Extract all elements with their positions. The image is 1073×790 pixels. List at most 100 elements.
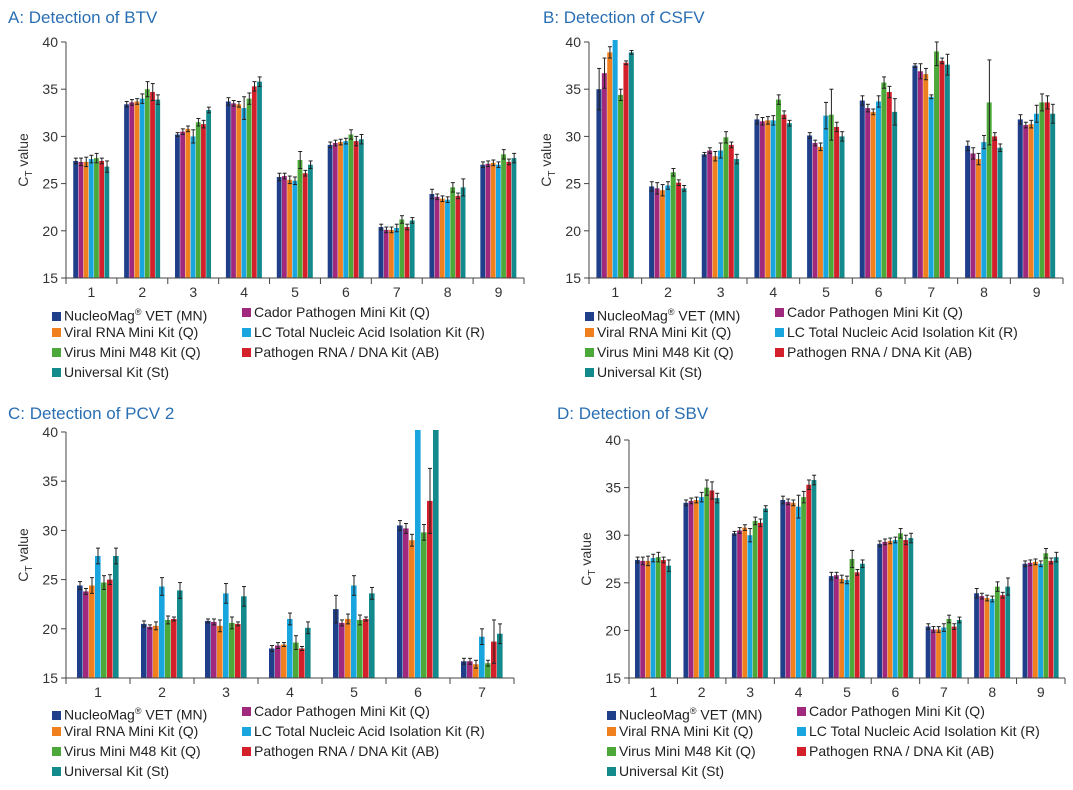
y-axis-label: CT value <box>578 532 598 586</box>
bar <box>343 141 349 278</box>
bar <box>175 134 180 278</box>
error-bar <box>468 657 472 665</box>
legend-item: Viral RNA Mini Kit (Q) <box>607 721 753 741</box>
legend-item: Pathogen RNA / DNA Kit (AB) <box>797 741 994 761</box>
error-bar <box>94 152 99 164</box>
legend-swatch <box>52 348 61 357</box>
error-bar <box>435 193 440 201</box>
panel-title: A: Detection of BTV <box>8 8 158 27</box>
error-bar <box>218 619 222 633</box>
legend-item: LC Total Nucleic Acid Isolation Kit (R) <box>242 322 485 342</box>
bar <box>124 104 129 278</box>
panel-title: D: Detection of SBV <box>557 404 709 423</box>
error-bar <box>349 129 354 140</box>
error-bar <box>90 577 94 594</box>
error-bar <box>765 116 770 125</box>
legend-label: Virus Mini M48 Kit (Q) <box>64 344 201 360</box>
bar <box>770 120 776 279</box>
error-bar <box>84 587 88 595</box>
y-tick-label: 15 <box>42 270 58 286</box>
error-bar <box>704 479 709 496</box>
error-bar <box>629 49 634 55</box>
bar <box>223 593 229 678</box>
error-bar <box>666 559 671 572</box>
legend-item: LC Total Nucleic Acid Isolation Kit (R) <box>242 721 485 741</box>
bar <box>378 227 384 278</box>
error-bar <box>923 67 928 81</box>
error-bar <box>903 534 908 546</box>
x-tick-label: 6 <box>342 284 350 300</box>
bar <box>345 618 351 678</box>
bar <box>95 555 101 678</box>
bar <box>786 123 792 279</box>
error-bar <box>965 140 970 152</box>
y-tick-label: 40 <box>42 34 58 50</box>
legend-label-sup: ® <box>689 706 697 716</box>
error-bar <box>947 614 952 624</box>
bar <box>747 535 753 678</box>
legend-swatch <box>585 311 594 321</box>
legend-item: Viral RNA Mini Kit (Q) <box>52 322 198 342</box>
error-bar <box>1045 95 1050 110</box>
error-bar <box>941 623 946 632</box>
error-bar <box>270 645 274 652</box>
y-tick-label: 30 <box>605 527 621 543</box>
error-bar <box>78 581 82 590</box>
bar <box>107 579 113 678</box>
bar <box>709 490 715 678</box>
error-bar <box>124 100 129 108</box>
y-tick-label: 35 <box>42 81 58 97</box>
error-bar <box>440 195 445 203</box>
error-bar <box>430 188 435 200</box>
legend-label: Pathogen RNA / DNA Kit (AB) <box>254 743 440 759</box>
error-bar <box>247 92 252 105</box>
bar <box>282 176 287 278</box>
error-bar <box>940 57 945 65</box>
bar <box>351 585 357 678</box>
error-bar <box>160 577 164 596</box>
error-bar <box>191 129 196 144</box>
bar <box>339 622 345 678</box>
error-bar <box>105 160 110 173</box>
x-tick-label: 3 <box>222 684 230 700</box>
error-bar <box>801 490 806 504</box>
x-tick-label: 8 <box>444 284 452 300</box>
error-bar <box>957 616 962 624</box>
bar <box>369 593 375 678</box>
legend-swatch <box>242 747 251 756</box>
y-axis-label: CT value <box>538 133 558 187</box>
error-bar <box>860 95 865 106</box>
legend-item: Cador Pathogen Mini Kit (Q) <box>775 302 963 322</box>
error-bar <box>480 628 484 646</box>
x-tick-label: 7 <box>478 684 486 700</box>
error-bar <box>682 184 687 192</box>
bar <box>886 92 892 278</box>
error-bar <box>231 100 236 107</box>
bar <box>147 626 153 678</box>
legend-c: NucleoMag® VET (MN) Cador Pathogen Mini K… <box>52 701 532 785</box>
bar <box>828 114 834 278</box>
bar <box>854 572 860 678</box>
x-tick-label: 6 <box>892 684 900 700</box>
legend-swatch <box>607 747 616 756</box>
legend-item: Viral RNA Mini Kit (Q) <box>585 322 731 342</box>
x-tick-label: 2 <box>698 684 706 700</box>
legend-label: Virus Mini M48 Kit (Q) <box>64 743 201 759</box>
bar <box>205 620 211 678</box>
bar <box>78 161 84 278</box>
bar <box>139 98 145 278</box>
error-bar <box>287 175 292 185</box>
error-bar <box>293 176 297 186</box>
x-tick-label: 6 <box>414 684 422 700</box>
bar <box>1032 561 1038 678</box>
bar <box>707 150 713 278</box>
error-bar <box>73 157 78 165</box>
error-bar <box>212 618 216 626</box>
bar <box>984 598 990 678</box>
bar <box>251 86 257 278</box>
bar <box>246 98 252 278</box>
legend-item: Virus Mini M48 Kit (Q) <box>52 342 201 362</box>
error-bar <box>635 556 640 564</box>
bar <box>1000 595 1005 678</box>
chart-d: 15 20 25 30 35 40 CT value 1 2 3 4 5 6 7 8 9 <box>578 432 1066 700</box>
